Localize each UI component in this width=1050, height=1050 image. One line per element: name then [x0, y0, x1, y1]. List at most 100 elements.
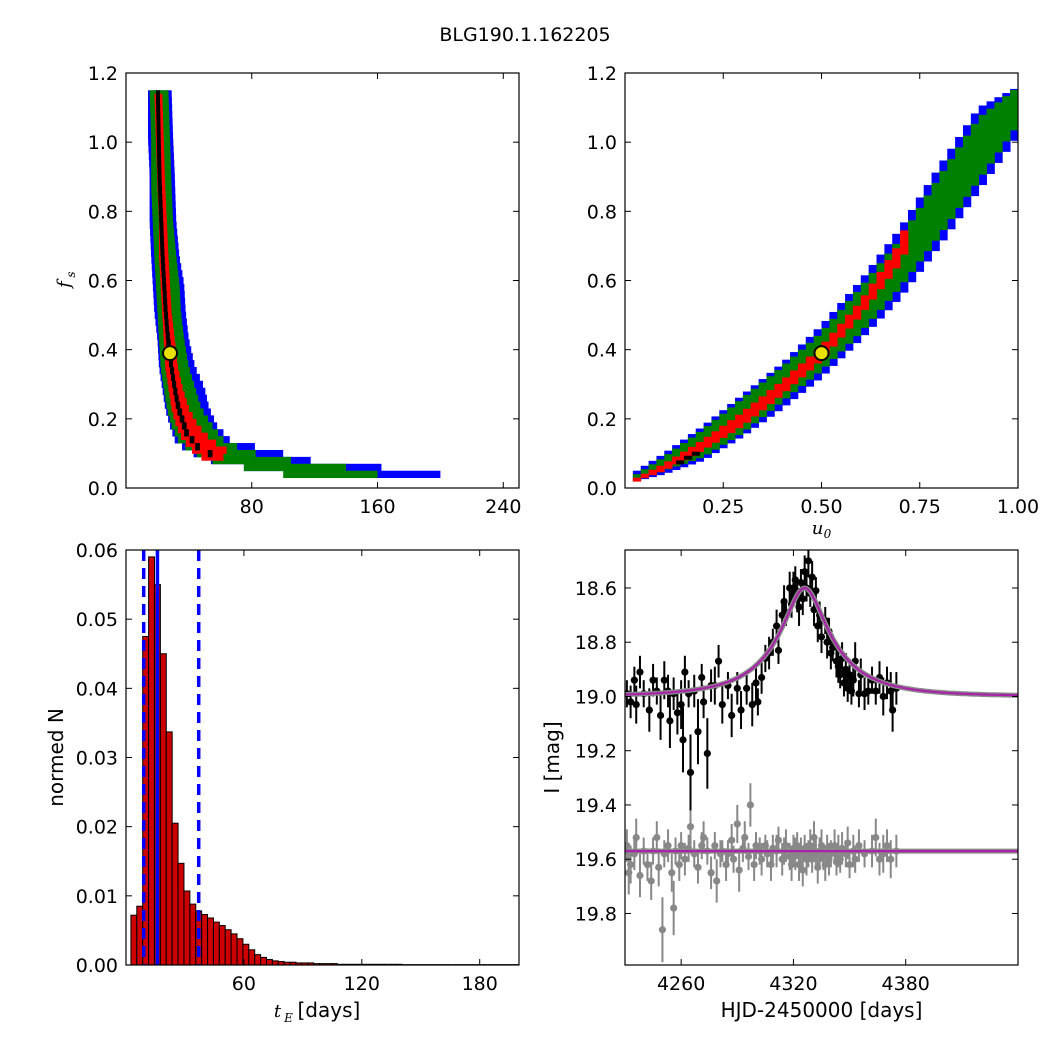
v-data-point — [632, 833, 640, 842]
panel-light-curve: 4260 4320 4380 18.6 18.8 19.0 19.2 19.4 19.6 19.8… — [540, 549, 1019, 1022]
sigma1-cell — [156, 117, 161, 126]
y-tick-label: 0.04 — [76, 678, 118, 700]
histogram-bar — [212, 921, 220, 965]
sigma2-cell — [884, 260, 893, 279]
v-data-point — [670, 904, 678, 912]
x-tick-label: 0.25 — [702, 496, 744, 518]
v-data-point — [658, 926, 667, 934]
sigma1-cell — [165, 325, 170, 333]
histogram-bar — [271, 960, 279, 965]
i-data-point — [700, 698, 708, 706]
sigma2-cell — [703, 436, 712, 448]
x-tick-label: 240 — [485, 496, 521, 518]
sigma2-cell — [900, 230, 909, 255]
sigma1-cell — [171, 373, 176, 382]
sigma1-cell — [168, 360, 173, 368]
i-data-point — [645, 706, 653, 714]
histogram-bar — [201, 914, 209, 965]
v-data-point — [653, 833, 661, 842]
sigma3-cell — [978, 114, 987, 175]
x-tick-label: 4260 — [657, 973, 705, 995]
histogram-bar — [177, 862, 185, 965]
sigma1-cell — [156, 97, 161, 105]
sigma1-cell — [159, 235, 164, 243]
v-data-point — [735, 866, 743, 874]
y-axis-label: I [mag] — [540, 721, 564, 793]
sigma3-cell — [243, 463, 347, 472]
y-tick-label: 19.8 — [575, 903, 617, 925]
axes-frame — [624, 72, 1019, 489]
v-data-point — [625, 842, 631, 850]
i-data-point — [748, 701, 756, 709]
sigma3-cell — [923, 195, 932, 252]
i-data-point — [889, 706, 897, 714]
i-data-point — [686, 768, 695, 777]
sigma2-cell — [640, 473, 649, 479]
y-tick-label: 0.02 — [76, 817, 118, 839]
histogram-bar — [130, 914, 138, 965]
axes-frame — [624, 549, 1019, 966]
sigma1-cell — [691, 451, 701, 456]
i-data-point — [808, 573, 816, 581]
sigma2-cell — [664, 461, 673, 469]
x-axis-label-main: t — [274, 1001, 282, 1022]
v-data-point — [814, 863, 822, 871]
sigma2-cell — [687, 446, 697, 457]
sigma1-cell — [170, 366, 175, 375]
i-data-point — [812, 587, 820, 595]
i-data-point — [666, 717, 674, 725]
sigma1-cell — [160, 256, 165, 264]
y-tick-label: 0.6 — [587, 271, 617, 293]
v-data-point — [668, 869, 676, 877]
v-data-point — [851, 855, 859, 863]
i-data-point — [799, 595, 807, 603]
histogram-bar — [218, 925, 226, 965]
i-data-point — [772, 622, 781, 630]
y-tick-label: 0.06 — [76, 540, 118, 562]
i-data-point — [636, 668, 644, 676]
i-data-point — [795, 603, 803, 611]
histogram-bar — [248, 949, 256, 965]
sigma2-cell — [805, 356, 815, 371]
sigma1-cell — [159, 228, 164, 236]
v-data-point — [831, 842, 839, 850]
sigma1-cell — [184, 429, 189, 437]
v-data-point — [793, 842, 801, 850]
sigma1-cell — [156, 138, 161, 147]
sigma2-cell — [648, 469, 657, 476]
v-data-point — [883, 842, 891, 850]
i-data-point — [845, 671, 854, 679]
y-axis-label: fs — [54, 271, 78, 289]
sigma2-cell — [632, 477, 642, 482]
x-tick-label: 160 — [359, 496, 395, 518]
sigma1-cell — [174, 394, 179, 402]
x-tick-label: 120 — [344, 973, 380, 995]
y-tick-label: 1.0 — [88, 132, 118, 154]
histogram-bar — [224, 929, 232, 965]
y-tick-label: 1.2 — [587, 63, 617, 85]
y-tick-label: 0.00 — [76, 955, 118, 977]
x-axis-label-sub: E — [283, 1011, 293, 1025]
sigma1-cell — [159, 214, 164, 223]
sigma3-cell — [212, 456, 292, 465]
sigma1-cell — [207, 449, 213, 458]
heatmap-area — [632, 88, 1018, 482]
v-data-point — [728, 836, 736, 844]
histogram-bar — [260, 956, 267, 965]
sigma2-cell — [797, 363, 807, 378]
v-data-point — [733, 820, 741, 828]
i-data-point — [698, 673, 706, 682]
sigma2-cell — [727, 420, 736, 434]
sigma2-cell — [750, 402, 760, 417]
v-data-point — [664, 842, 672, 850]
histogram-bar — [136, 905, 144, 965]
i-data-point — [673, 709, 682, 717]
histogram-area — [130, 550, 519, 965]
sigma1-cell — [157, 180, 162, 188]
x-tick-label: 180 — [462, 973, 498, 995]
sigma1-cell — [162, 290, 167, 299]
v-data-point — [752, 842, 760, 850]
sigma2-cell — [774, 383, 783, 398]
v-data-point — [799, 866, 807, 874]
sigma1-cell — [161, 270, 166, 278]
